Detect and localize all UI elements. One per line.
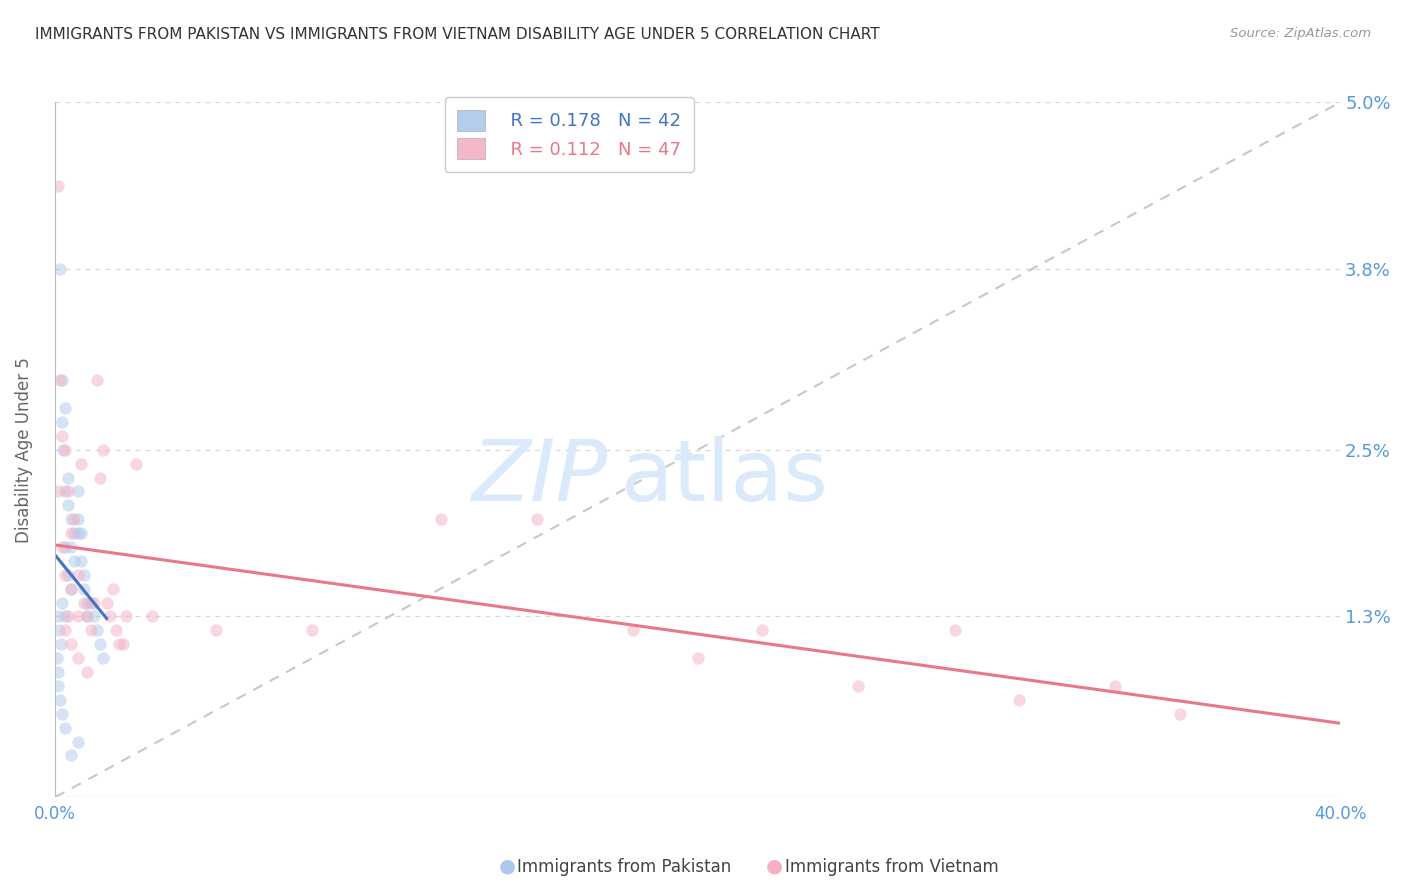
Point [76,596,98,610]
Point [115,609,138,624]
Point [46,679,69,693]
Point [60,540,83,554]
Point [89,470,111,484]
Point [751,624,773,638]
Point [52,442,75,457]
Point [1104,679,1126,693]
Point [93,442,115,457]
Point [70,457,93,471]
Point [943,624,966,638]
Point [76,609,98,624]
Text: ●: ● [766,857,783,876]
Point [49,262,72,277]
Point [205,624,228,638]
Point [70,554,93,568]
Point [141,609,163,624]
Point [53,401,76,415]
Point [51,706,73,721]
Point [60,582,83,596]
Point [429,512,451,526]
Point [79,624,101,638]
Point [73,582,96,596]
Point [56,498,79,512]
Point [60,748,83,763]
Point [86,624,108,638]
Point [51,373,73,387]
Point [66,526,89,541]
Point [63,526,86,541]
Text: atlas: atlas [620,436,828,519]
Point [111,637,134,651]
Point [53,442,76,457]
Point [56,567,79,582]
Point [96,596,118,610]
Point [1168,706,1191,721]
Point [686,651,709,665]
Point [48,609,70,624]
Point [56,484,79,499]
Point [51,540,73,554]
Point [63,512,86,526]
Point [101,582,124,596]
Point [66,651,89,665]
Point [93,651,115,665]
Point [53,484,76,499]
Text: Immigrants from Pakistan: Immigrants from Pakistan [517,858,731,876]
Point [49,693,72,707]
Point [301,624,323,638]
Point [60,526,83,541]
Point [98,609,121,624]
Point [73,596,96,610]
Point [48,665,70,679]
Point [73,567,96,582]
Point [66,734,89,748]
Point [53,540,76,554]
Point [53,567,76,582]
Point [66,567,89,582]
Point [124,457,146,471]
Point [51,415,73,429]
Text: ZIP: ZIP [471,436,607,519]
Point [48,484,70,499]
Point [48,624,70,638]
Point [66,609,89,624]
Point [46,178,69,193]
Text: IMMIGRANTS FROM PAKISTAN VS IMMIGRANTS FROM VIETNAM DISABILITY AGE UNDER 5 CORRE: IMMIGRANTS FROM PAKISTAN VS IMMIGRANTS F… [35,27,880,42]
Point [53,609,76,624]
Point [76,609,98,624]
Point [56,470,79,484]
Point [89,637,111,651]
Point [45,651,67,665]
Point [53,721,76,735]
Point [848,679,870,693]
Point [53,624,76,638]
Point [86,373,108,387]
Point [49,373,72,387]
Text: Source: ZipAtlas.com: Source: ZipAtlas.com [1230,27,1371,40]
Point [526,512,548,526]
Point [66,484,89,499]
Point [63,554,86,568]
Text: ●: ● [499,857,516,876]
Y-axis label: Disability Age Under 5: Disability Age Under 5 [15,357,32,542]
Text: Immigrants from Vietnam: Immigrants from Vietnam [785,858,998,876]
Point [83,596,105,610]
Point [1008,693,1031,707]
Point [51,429,73,443]
Point [105,624,128,638]
Point [76,665,98,679]
Point [79,596,101,610]
Point [49,637,72,651]
Point [60,512,83,526]
Point [623,624,645,638]
Point [70,526,93,541]
Legend:   R = 0.178   N = 42,   R = 0.112   N = 47: R = 0.178 N = 42, R = 0.112 N = 47 [444,97,693,171]
Point [60,637,83,651]
Point [108,637,131,651]
Point [51,596,73,610]
Point [60,582,83,596]
Point [66,512,89,526]
Point [83,609,105,624]
Point [56,609,79,624]
